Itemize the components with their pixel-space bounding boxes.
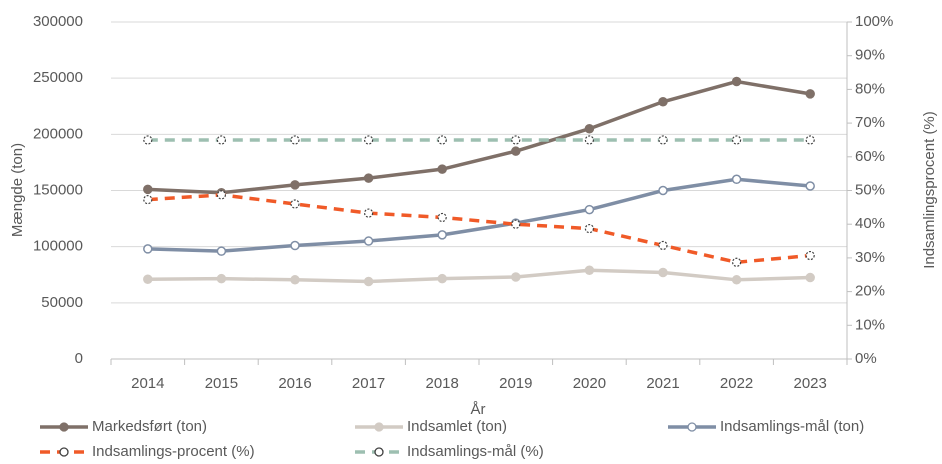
y2-tick-label: 70% [855, 114, 885, 131]
series-marker [364, 208, 374, 218]
series-marker [731, 257, 742, 267]
series-line [147, 177, 811, 253]
y2-tick-label: 100% [855, 13, 893, 30]
y2-axis-label: Indsamlingsprocent (%) [921, 111, 938, 269]
series-marker [290, 135, 300, 145]
legend-marker [374, 447, 384, 457]
x-tick-label: 2021 [646, 375, 679, 392]
legend-marker [59, 447, 69, 457]
legend-marker [687, 422, 697, 432]
x-tick-label: 2016 [278, 375, 311, 392]
y-tick-label: 100000 [33, 238, 83, 255]
series-marker [511, 219, 521, 229]
series-marker [731, 275, 742, 285]
y-tick-label: 200000 [33, 125, 83, 142]
y-tick-label: 250000 [33, 69, 83, 86]
series-marker [216, 273, 227, 284]
legend-label: Indsamlings-procent (%) [92, 443, 255, 460]
series-marker [584, 223, 595, 234]
series-marker [658, 267, 668, 278]
x-tick-label: 2014 [131, 375, 164, 392]
series-marker [363, 276, 374, 287]
x-tick-label: 2020 [573, 375, 606, 392]
series-marker [511, 272, 521, 282]
series-marker [731, 135, 742, 145]
series-marker [805, 272, 815, 283]
x-tick-label: 2017 [352, 375, 385, 392]
legend-label: Indsamlings-mål (ton) [720, 418, 864, 435]
series-line [147, 193, 811, 265]
y2-tick-label: 30% [855, 249, 885, 266]
legend-label: Indsamlet (ton) [407, 418, 507, 435]
series-marker [805, 135, 815, 145]
x-tick-label: 2019 [499, 375, 532, 392]
x-tick-label: 2022 [720, 375, 753, 392]
series-marker [143, 184, 153, 195]
series-marker [731, 76, 742, 87]
series-marker [658, 240, 668, 251]
y2-tick-label: 80% [855, 80, 885, 97]
series-marker [437, 212, 447, 223]
y-tick-label: 0 [75, 350, 83, 367]
y2-tick-label: 50% [855, 181, 885, 198]
series-marker [658, 185, 668, 196]
legend-label: Markedsført (ton) [92, 418, 207, 435]
series-marker [658, 135, 668, 145]
legend-label: Indsamlings-mål (%) [407, 443, 544, 460]
x-tick-label: 2023 [794, 375, 827, 392]
series-marker [290, 199, 300, 209]
series-marker [364, 135, 374, 145]
series-marker [584, 204, 595, 215]
series-marker [437, 135, 447, 145]
x-tick-label: 2018 [426, 375, 459, 392]
series-marker [143, 244, 153, 254]
series-marker [584, 135, 595, 145]
series-marker [805, 181, 815, 191]
y-tick-label: 50000 [41, 294, 83, 311]
series-marker [290, 240, 300, 251]
series-marker [216, 135, 226, 145]
series-marker [363, 173, 374, 183]
series-line [147, 268, 811, 284]
y-tick-label: 300000 [33, 13, 83, 30]
series-marker [437, 273, 447, 284]
series-marker [143, 194, 153, 205]
y2-tick-label: 10% [855, 316, 885, 333]
series-marker [658, 97, 668, 107]
series-marker [805, 250, 815, 261]
legend-marker [59, 422, 69, 432]
y2-tick-label: 90% [855, 47, 885, 64]
y2-tick-label: 40% [855, 215, 885, 232]
series-marker [437, 230, 447, 240]
x-axis-label: År [471, 401, 486, 418]
series-marker [363, 236, 374, 246]
y-tick-label: 150000 [33, 181, 83, 198]
series-marker [805, 89, 815, 99]
series-marker [511, 135, 521, 145]
series-marker [731, 174, 742, 185]
y-axis-label: Mængde (ton) [9, 143, 26, 237]
series-marker [143, 274, 153, 284]
series-marker [290, 180, 300, 190]
y2-tick-label: 0% [855, 350, 877, 367]
series-marker [584, 123, 595, 134]
series-marker [437, 164, 447, 174]
series-marker [216, 246, 227, 256]
series-marker [290, 275, 300, 285]
series-marker [511, 146, 521, 156]
x-tick-label: 2015 [205, 375, 238, 392]
series-marker [216, 190, 226, 200]
series-marker [584, 265, 595, 276]
legend-marker [374, 422, 384, 432]
y2-tick-label: 20% [855, 283, 885, 300]
y2-tick-label: 60% [855, 148, 885, 165]
series-line [147, 79, 811, 195]
series-marker [143, 135, 153, 145]
